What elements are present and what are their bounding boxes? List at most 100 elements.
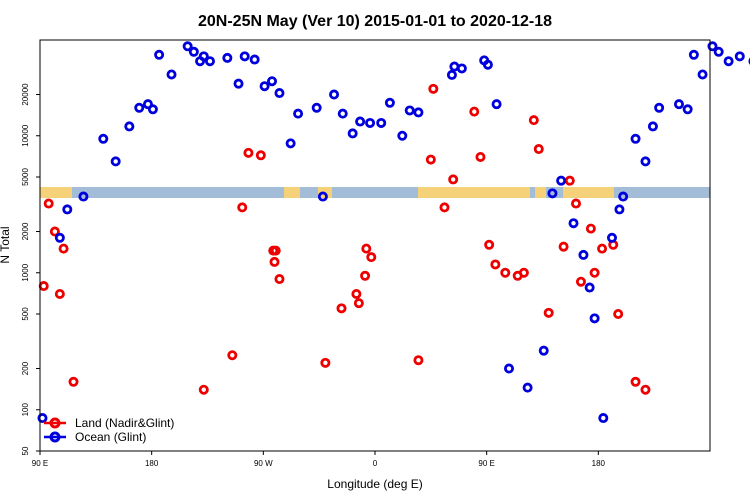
- data-point-ocean: [188, 46, 199, 57]
- data-point-ocean: [589, 313, 600, 324]
- world-map-strip: [40, 187, 710, 198]
- data-point-ocean: [239, 51, 250, 62]
- data-point-land: [518, 267, 529, 278]
- data-point-ocean: [98, 133, 109, 144]
- y-tick-label: 200: [21, 361, 30, 375]
- data-point-land: [597, 243, 608, 254]
- x-tick-label: 90 E: [478, 459, 494, 468]
- data-point-ocean: [384, 97, 395, 108]
- map-land: [418, 187, 432, 198]
- data-point-land: [320, 357, 331, 368]
- data-point-ocean: [547, 188, 558, 199]
- data-point-ocean: [482, 59, 493, 70]
- data-point-land: [360, 270, 371, 281]
- data-point-land: [255, 150, 266, 161]
- x-tick-label: 90 W: [254, 459, 273, 468]
- data-point-ocean: [713, 46, 724, 57]
- data-point-ocean: [618, 191, 629, 202]
- data-point-ocean: [337, 108, 348, 119]
- data-point-land: [366, 252, 377, 263]
- data-point-land: [336, 303, 347, 314]
- data-point-land: [585, 223, 596, 234]
- data-point-land: [198, 384, 209, 395]
- data-point-ocean: [347, 128, 358, 139]
- x-tick-label: 0: [373, 459, 378, 468]
- data-point-ocean: [503, 363, 514, 374]
- data-point-ocean: [376, 117, 387, 128]
- data-point-ocean: [578, 249, 589, 260]
- data-point-land: [227, 350, 238, 361]
- map-land: [535, 187, 546, 198]
- y-axis: 50 100 200 500 1000 2000 5000 10000 20000: [21, 83, 40, 455]
- data-point-land: [613, 308, 624, 319]
- data-point-land: [448, 174, 459, 185]
- data-point-land: [49, 226, 60, 237]
- data-point-land: [490, 259, 501, 270]
- x-axis: 90 E 180 90 W 0 90 E 180: [32, 451, 606, 468]
- legend-marker-land: [49, 417, 61, 429]
- data-point-land: [361, 243, 372, 254]
- data-point-ocean: [198, 51, 209, 62]
- map-land: [432, 187, 530, 198]
- data-point-ocean: [404, 105, 415, 116]
- data-point-ocean: [317, 191, 328, 202]
- data-point-ocean: [413, 107, 424, 118]
- data-point-land: [469, 106, 480, 117]
- data-point-land: [630, 376, 641, 387]
- data-point-ocean: [654, 102, 665, 113]
- data-point-ocean: [614, 204, 625, 215]
- data-point-ocean: [584, 282, 595, 293]
- data-point-ocean: [274, 88, 285, 99]
- plot-points: [37, 41, 750, 424]
- data-point-ocean: [62, 204, 73, 215]
- data-point-land: [425, 154, 436, 165]
- data-point-ocean: [397, 130, 408, 141]
- y-tick-label: 100: [21, 403, 30, 417]
- data-point-ocean: [249, 54, 260, 65]
- data-point-ocean: [723, 56, 734, 67]
- data-point-ocean: [640, 156, 651, 167]
- y-tick-label: 5000: [21, 168, 30, 186]
- y-tick-label: 1000: [21, 263, 30, 281]
- data-point-ocean: [329, 89, 340, 100]
- data-point-land: [353, 298, 364, 309]
- data-point-land: [533, 144, 544, 155]
- data-point-land: [38, 281, 49, 292]
- data-point-ocean: [124, 121, 135, 132]
- data-point-ocean: [365, 117, 376, 128]
- data-point-land: [237, 202, 248, 213]
- data-point-land: [274, 274, 285, 285]
- data-point-ocean: [259, 81, 270, 92]
- data-point-ocean: [630, 133, 641, 144]
- data-point-ocean: [233, 78, 244, 89]
- data-point-land: [68, 376, 79, 387]
- data-point-ocean: [647, 121, 658, 132]
- data-point-land: [484, 239, 495, 250]
- y-tick-label: 50: [21, 446, 30, 455]
- x-tick-label: 180: [592, 459, 606, 468]
- x-tick-label: 90 E: [32, 459, 48, 468]
- data-point-land: [558, 241, 569, 252]
- legend-item-ocean: Ocean (Glint): [44, 430, 146, 444]
- y-tick-label: 10000: [21, 124, 30, 147]
- legend-item-land: Land (Nadir&Glint): [44, 416, 174, 430]
- data-point-ocean: [293, 108, 304, 119]
- data-point-land: [475, 151, 486, 162]
- data-point-land: [269, 256, 280, 267]
- data-point-ocean: [598, 413, 609, 424]
- data-point-ocean: [110, 156, 121, 167]
- map-land: [284, 187, 300, 198]
- y-tick-label: 20000: [21, 83, 30, 106]
- data-point-land: [351, 288, 362, 299]
- data-point-ocean: [522, 382, 533, 393]
- data-point-land: [575, 276, 586, 287]
- data-point-land: [243, 147, 254, 158]
- chart-title: 20N-25N May (Ver 10) 2015-01-01 to 2020-…: [198, 13, 552, 30]
- y-tick-label: 500: [21, 307, 30, 321]
- data-point-ocean: [311, 102, 322, 113]
- legend-label-land: Land (Nadir&Glint): [75, 416, 174, 430]
- data-point-land: [413, 355, 424, 366]
- data-point-ocean: [134, 102, 145, 113]
- data-point-ocean: [538, 345, 549, 356]
